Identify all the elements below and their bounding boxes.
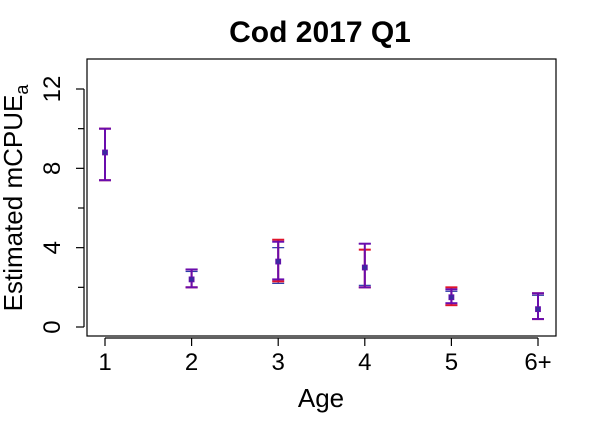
y-axis-title-main: Estimated mCPUE xyxy=(0,95,28,312)
x-tick-label: 2 xyxy=(185,349,198,376)
data-point xyxy=(188,276,195,283)
x-tick-label: 6+ xyxy=(524,349,551,376)
data-point xyxy=(448,294,455,301)
data-point xyxy=(102,149,108,156)
x-tick-label: 1 xyxy=(98,349,111,376)
x-tick-label: 5 xyxy=(445,349,458,376)
data-point xyxy=(361,264,368,271)
y-tick-label: 4 xyxy=(39,241,66,254)
y-axis-title-subscript: a xyxy=(12,84,32,95)
x-axis-title: Age xyxy=(298,383,344,413)
data-point xyxy=(535,306,541,313)
x-axis: 1 2 3 4 5 6+ xyxy=(98,337,552,376)
y-tick-label: 12 xyxy=(39,76,66,103)
y-tick-label: 8 xyxy=(39,162,66,175)
y-tick-label: 0 xyxy=(39,320,66,333)
x-tick-label: 3 xyxy=(272,349,285,376)
data-point xyxy=(275,258,282,265)
chart-title: Cod 2017 Q1 xyxy=(229,16,411,49)
y-axis: 0 4 8 12 xyxy=(39,76,85,334)
error-bar-marks xyxy=(99,127,544,321)
x-tick-label: 4 xyxy=(358,349,371,376)
y-axis-title: Estimated mCPUEa xyxy=(0,84,32,312)
plot-frame xyxy=(86,58,557,337)
